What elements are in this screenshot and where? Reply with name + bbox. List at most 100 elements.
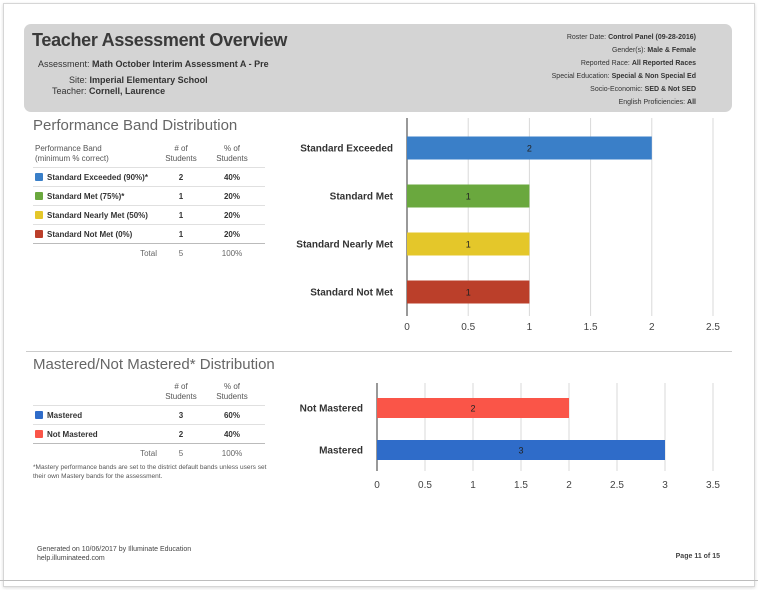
bar [377,440,665,460]
band-percent: 20% [199,186,265,206]
band-percent: 20% [199,205,265,225]
band-name: Standard Exceeded (90%)* [47,172,148,182]
tick-label: 1 [470,480,476,491]
table-row: Standard Not Met (0%) 1 20% [33,224,265,244]
header-line: Students [216,392,248,401]
total-label: Total [33,443,163,462]
help-link[interactable]: help.illuminateed.com [37,555,105,562]
not-met-swatch [35,229,43,238]
meta-label: Roster Date: [566,34,607,41]
mastery-footnote: *Mastery performance bands are set to th… [33,464,267,480]
mastered-swatch [35,410,43,419]
bar [407,280,530,304]
category-label: Mastered [319,446,363,457]
bar [407,184,530,208]
bar [377,398,569,418]
performance-section-title: Performance Band Distribution [33,117,238,134]
tick-label: 2 [566,480,572,491]
site-row: Site: Imperial Elementary School [69,75,208,85]
table-row: Not Mastered 2 40% [33,424,265,444]
table-row: Standard Nearly Met (50%) 1 20% [33,205,265,225]
data-label: 1 [466,288,471,298]
band-label: Standard Nearly Met (50%) [33,205,163,225]
site-label: Site: [69,75,88,85]
header-line: Students [216,154,248,163]
band-name: Standard Met (75%)* [47,191,125,201]
header-line: Students [165,392,197,401]
site-value: Imperial Elementary School [89,75,208,85]
table-row: Standard Exceeded (90%)* 2 40% [33,167,265,187]
meta-label: Special Education: [551,73,610,80]
data-label: 2 [527,144,532,154]
meta-value: Male & Female [647,47,696,54]
mastery-count: 2 [163,424,199,444]
table-header: Performance Band (minimum % correct) # of… [33,144,265,168]
tick-label: 0 [404,322,410,333]
data-label: 2 [470,404,475,414]
count-column-header: # of Students [163,382,199,406]
header-line: Students [165,154,197,163]
tick-label: 1.5 [514,480,528,491]
teacher-row: Teacher: Cornell, Laurence [52,86,165,96]
assessment-label: Assessment: [38,59,90,69]
percent-column-header: % of Students [199,144,265,168]
mastery-section-title: Mastered/Not Mastered* Distribution [33,356,275,373]
english-proficiency-filter: English Proficiencies: All [619,99,696,106]
band-percent: 20% [199,224,265,244]
table-header: # of Students % of Students [33,382,265,406]
report-header: Teacher Assessment Overview Assessment: … [24,24,732,112]
total-label: Total [33,243,163,262]
header-line: # of [174,382,188,391]
band-count: 2 [163,167,199,187]
count-column-header: # of Students [163,144,199,168]
tick-label: 0.5 [461,322,475,333]
band-name: Standard Nearly Met (50%) [47,210,148,220]
tick-label: 2.5 [706,322,720,333]
mastery-table: # of Students % of Students Mastered 3 60%… [33,382,265,462]
mastery-percent: 60% [199,405,265,425]
band-column-header [33,382,163,406]
socio-economic-filter: Socio-Economic: SED & Not SED [590,86,696,93]
tick-label: 2.5 [610,480,624,491]
data-label: 1 [466,192,471,202]
meta-value: Special & Non Special Ed [611,73,696,80]
meta-value: All [687,99,696,106]
tick-label: 3 [662,480,668,491]
category-label: Standard Not Met [310,288,393,299]
total-row: Total 5 100% [33,243,265,262]
meta-label: Socio-Economic: [590,86,643,93]
mastery-label: Not Mastered [33,424,163,444]
total-percent: 100% [199,443,265,462]
bottom-rule [0,580,758,581]
mastery-label: Mastered [33,405,163,425]
special-ed-filter: Special Education: Special & Non Special… [552,73,696,80]
meta-label: Reported Race: [580,60,630,67]
bar [407,136,652,160]
header-line: # of [174,144,188,153]
mastery-name: Mastered [47,410,83,420]
header-line: (minimum % correct) [35,154,109,163]
band-count: 1 [163,224,199,244]
band-label: Standard Met (75%)* [33,186,163,206]
performance-table: Performance Band (minimum % correct) # of… [33,144,265,262]
exceeded-swatch [35,172,43,181]
data-label: 3 [518,446,523,456]
teacher-value: Cornell, Laurence [89,86,166,96]
generated-text: Generated on 10/06/2017 by Illuminate Ed… [37,546,192,553]
roster-date: Roster Date: Control Panel (09-28-2016) [567,34,696,41]
meta-value: Control Panel (09-28-2016) [608,34,696,41]
tick-label: 0 [374,480,380,491]
meta-value: All Reported Races [631,60,696,67]
page-title: Teacher Assessment Overview [32,30,288,50]
tick-label: 3.5 [706,480,720,491]
performance-bar-chart: 0 0.5 1 1.5 2 2.5 Standard Exceeded 2 Standard M… [296,118,720,333]
meta-label: English Proficiencies: [618,99,686,106]
percent-column-header: % of Students [199,382,265,406]
category-label: Not Mastered [300,404,363,415]
gender-filter: Gender(s): Male & Female [612,47,696,54]
band-label: Standard Not Met (0%) [33,224,163,244]
band-label: Standard Exceeded (90%)* [33,167,163,187]
total-percent: 100% [199,243,265,262]
header-line: Performance Band [35,144,102,153]
mastery-percent: 40% [199,424,265,444]
